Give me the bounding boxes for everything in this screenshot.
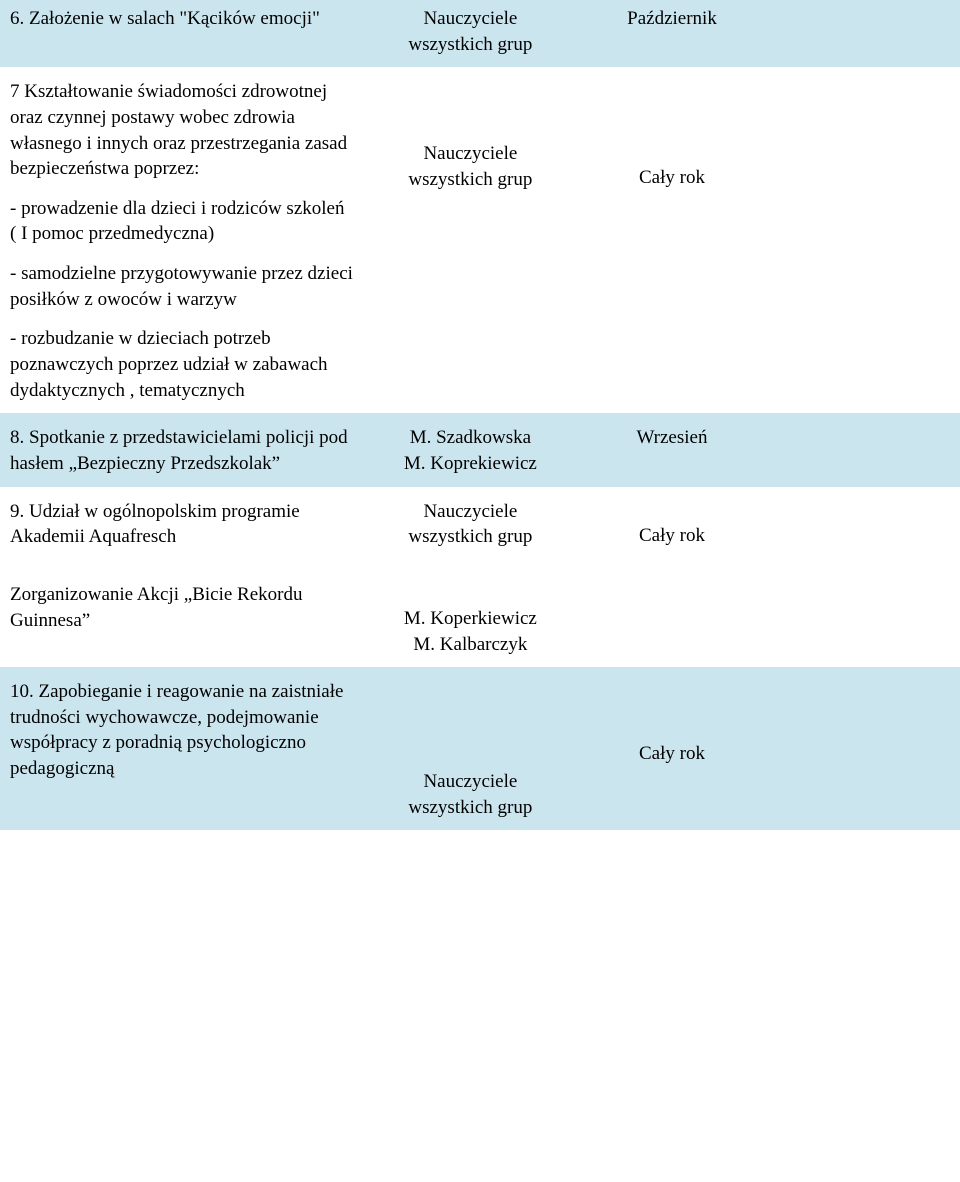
term-text: Cały rok — [639, 743, 705, 764]
responsible-line: wszystkich grup — [408, 526, 532, 547]
term-text: Cały rok — [639, 167, 705, 188]
table-row: 6. Założenie w salach "Kącików emocji" N… — [0, 0, 960, 67]
table-row: 9. Udział w ogólnopolskim programie Akad… — [0, 493, 960, 668]
responsible-line: M. Szadkowska — [410, 427, 531, 448]
responsible-line: Nauczyciele — [423, 501, 517, 522]
responsible-line: wszystkich grup — [408, 169, 532, 190]
responsible-line: Nauczyciele — [423, 771, 517, 792]
responsible-line: M. Koprekiewicz — [404, 453, 537, 474]
responsible-line: wszystkich grup — [408, 797, 532, 818]
task-bullet: - rozbudzanie w dzieciach potrzeb poznaw… — [10, 326, 355, 403]
term-text: Październik — [627, 8, 717, 29]
responsible-line: M. Kalbarczyk — [413, 634, 527, 655]
task-bullet: - samodzielne przygotowywanie przez dzie… — [10, 261, 355, 312]
task-intro: 7 Kształtowanie świadomości zdrowotnej o… — [10, 79, 355, 182]
task-text: 8. Spotkanie z przedstawicielami policji… — [10, 427, 348, 474]
term-text: Cały rok — [639, 525, 705, 546]
task-text: 6. Założenie w salach "Kącików emocji" — [10, 8, 320, 29]
task-text: 9. Udział w ogólnopolskim programie Akad… — [10, 499, 355, 550]
task-sub-text: Zorganizowanie Akcji „Bicie Rekordu Guin… — [10, 582, 355, 633]
table-row: 7 Kształtowanie świadomości zdrowotnej o… — [0, 73, 960, 413]
responsible-line: M. Koperkiewicz — [404, 608, 537, 629]
responsible-line: wszystkich grup — [408, 34, 532, 55]
table-row: 10. Zapobieganie i reagowanie na zaistni… — [0, 673, 960, 830]
plan-table: 6. Założenie w salach "Kącików emocji" N… — [0, 0, 960, 836]
task-bullet: - prowadzenie dla dzieci i rodziców szko… — [10, 196, 355, 247]
table-row: 8. Spotkanie z przedstawicielami policji… — [0, 419, 960, 486]
term-text: Wrzesień — [636, 427, 707, 448]
task-text: 10. Zapobieganie i reagowanie na zaistni… — [10, 681, 343, 779]
responsible-line: Nauczyciele — [423, 143, 517, 164]
responsible-line: Nauczyciele — [423, 8, 517, 29]
